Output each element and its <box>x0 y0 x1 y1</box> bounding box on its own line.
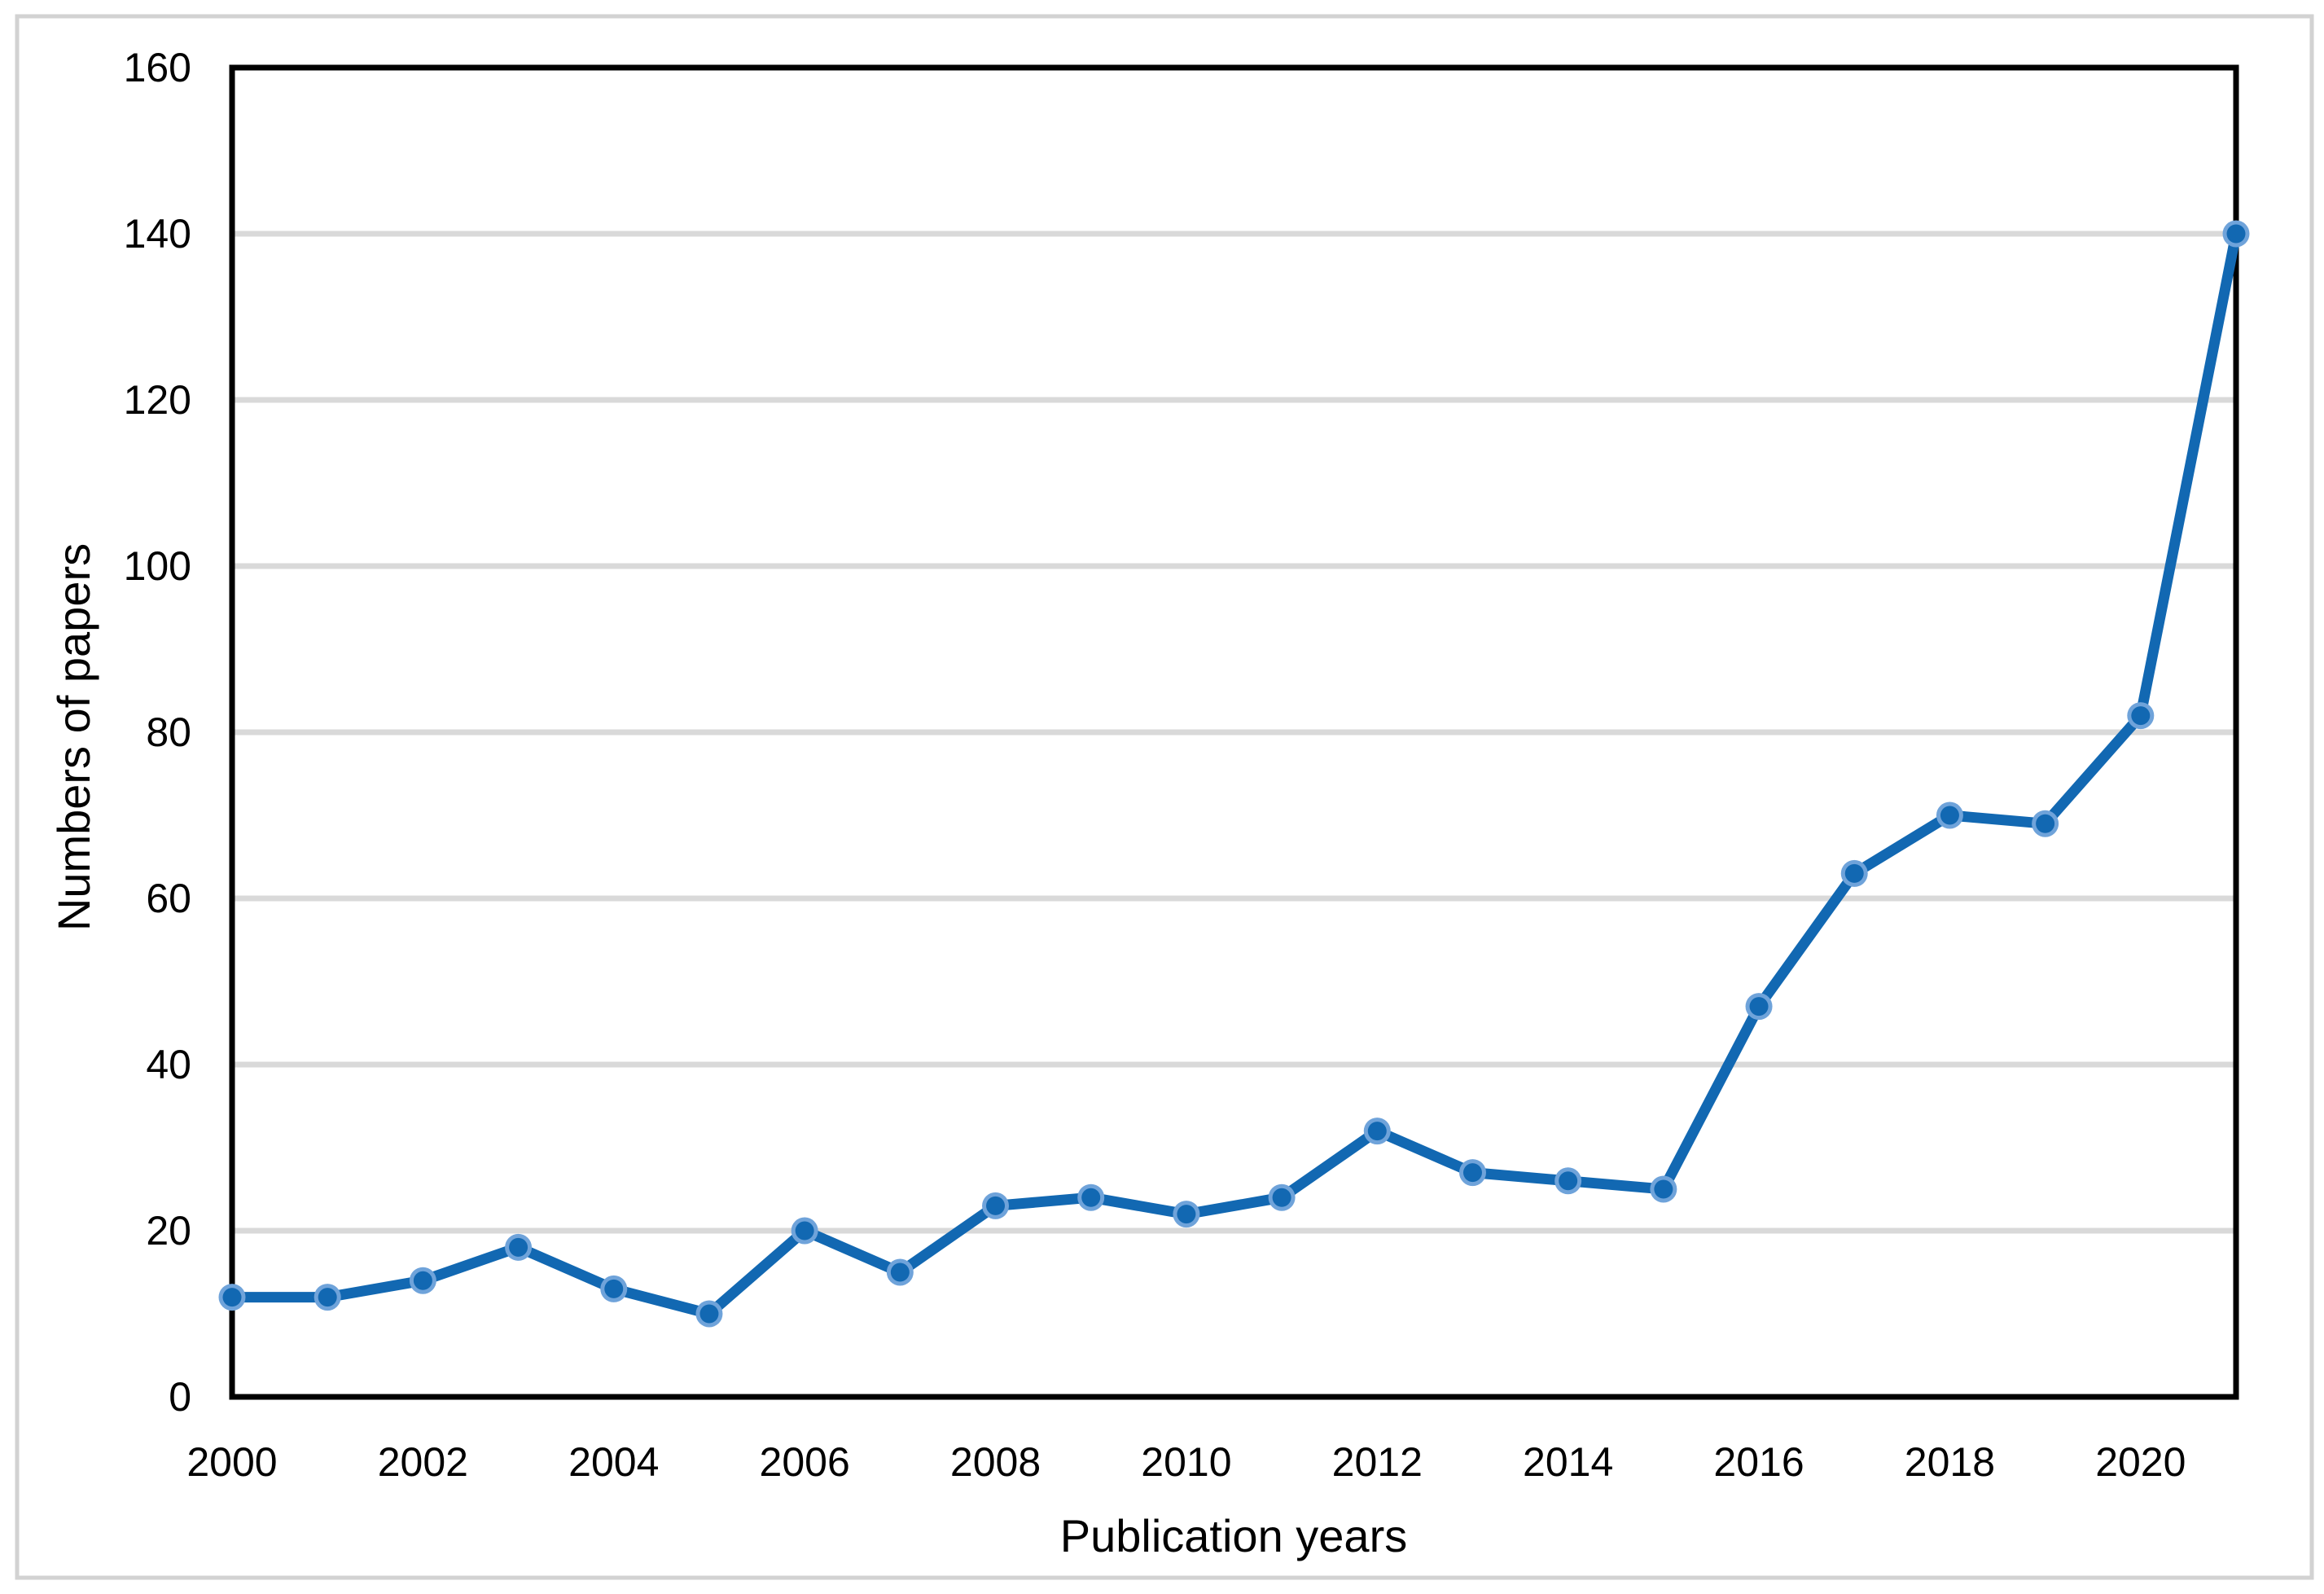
y-tick-label: 60 <box>146 876 191 921</box>
data-point-marker <box>222 1288 242 1307</box>
data-point-marker <box>413 1271 432 1290</box>
x-tick-label: 2020 <box>2095 1439 2186 1485</box>
figure-border <box>15 14 2314 1580</box>
x-tick-label: 2000 <box>186 1439 277 1485</box>
y-axis-title: Numbers of papers <box>48 543 99 931</box>
data-point-marker <box>1367 1122 1387 1141</box>
data-point-marker <box>1559 1171 1578 1191</box>
data-point-marker <box>318 1288 337 1307</box>
data-point-marker <box>986 1196 1006 1215</box>
data-point-marker <box>2226 224 2246 244</box>
data-point-marker <box>1940 806 1959 825</box>
y-tick-label: 140 <box>124 211 191 257</box>
x-tick-label: 2016 <box>1713 1439 1804 1485</box>
data-point-marker <box>1177 1205 1196 1224</box>
x-axis-title: Publication years <box>1060 1510 1407 1561</box>
data-point-marker <box>795 1221 814 1241</box>
x-tick-label: 2008 <box>950 1439 1041 1485</box>
data-point-marker <box>1844 863 1864 883</box>
y-tick-label: 80 <box>146 709 191 755</box>
data-point-marker <box>1749 997 1769 1017</box>
y-tick-label: 100 <box>124 543 191 589</box>
x-tick-label: 2010 <box>1141 1439 1231 1485</box>
y-axis-tick-labels: 0 20 40 60 80 100 120 140 160 <box>124 45 191 1420</box>
y-tick-label: 0 <box>169 1374 191 1420</box>
data-point-marker <box>1654 1179 1673 1199</box>
data-point-marker <box>890 1262 910 1282</box>
x-tick-label: 2012 <box>1332 1439 1423 1485</box>
data-point-marker <box>509 1237 528 1257</box>
plot-border <box>229 64 2239 1400</box>
data-point-marker <box>1272 1188 1291 1207</box>
gridlines <box>232 231 2236 1234</box>
x-tick-label: 2018 <box>1905 1439 1995 1485</box>
y-tick-label: 160 <box>124 45 191 90</box>
data-point-marker <box>2131 706 2151 726</box>
data-point-marker <box>2036 814 2055 833</box>
data-point-marker <box>1462 1163 1482 1183</box>
data-point-marker <box>699 1304 719 1324</box>
x-tick-label: 2002 <box>378 1439 468 1485</box>
data-series-line <box>226 228 2242 1320</box>
x-tick-label: 2014 <box>1523 1439 1613 1485</box>
y-tick-label: 120 <box>124 377 191 423</box>
y-tick-label: 40 <box>146 1042 191 1087</box>
x-tick-label: 2006 <box>760 1439 850 1485</box>
data-point-marker <box>604 1279 624 1298</box>
data-point-markers <box>218 220 2250 1328</box>
x-axis-tick-labels: 2000 2002 2004 2006 2008 2010 2012 2014 2016 2018… <box>186 1439 2186 1485</box>
x-tick-label: 2004 <box>568 1439 659 1485</box>
y-tick-label: 20 <box>146 1208 191 1254</box>
data-point-marker <box>1081 1188 1101 1207</box>
